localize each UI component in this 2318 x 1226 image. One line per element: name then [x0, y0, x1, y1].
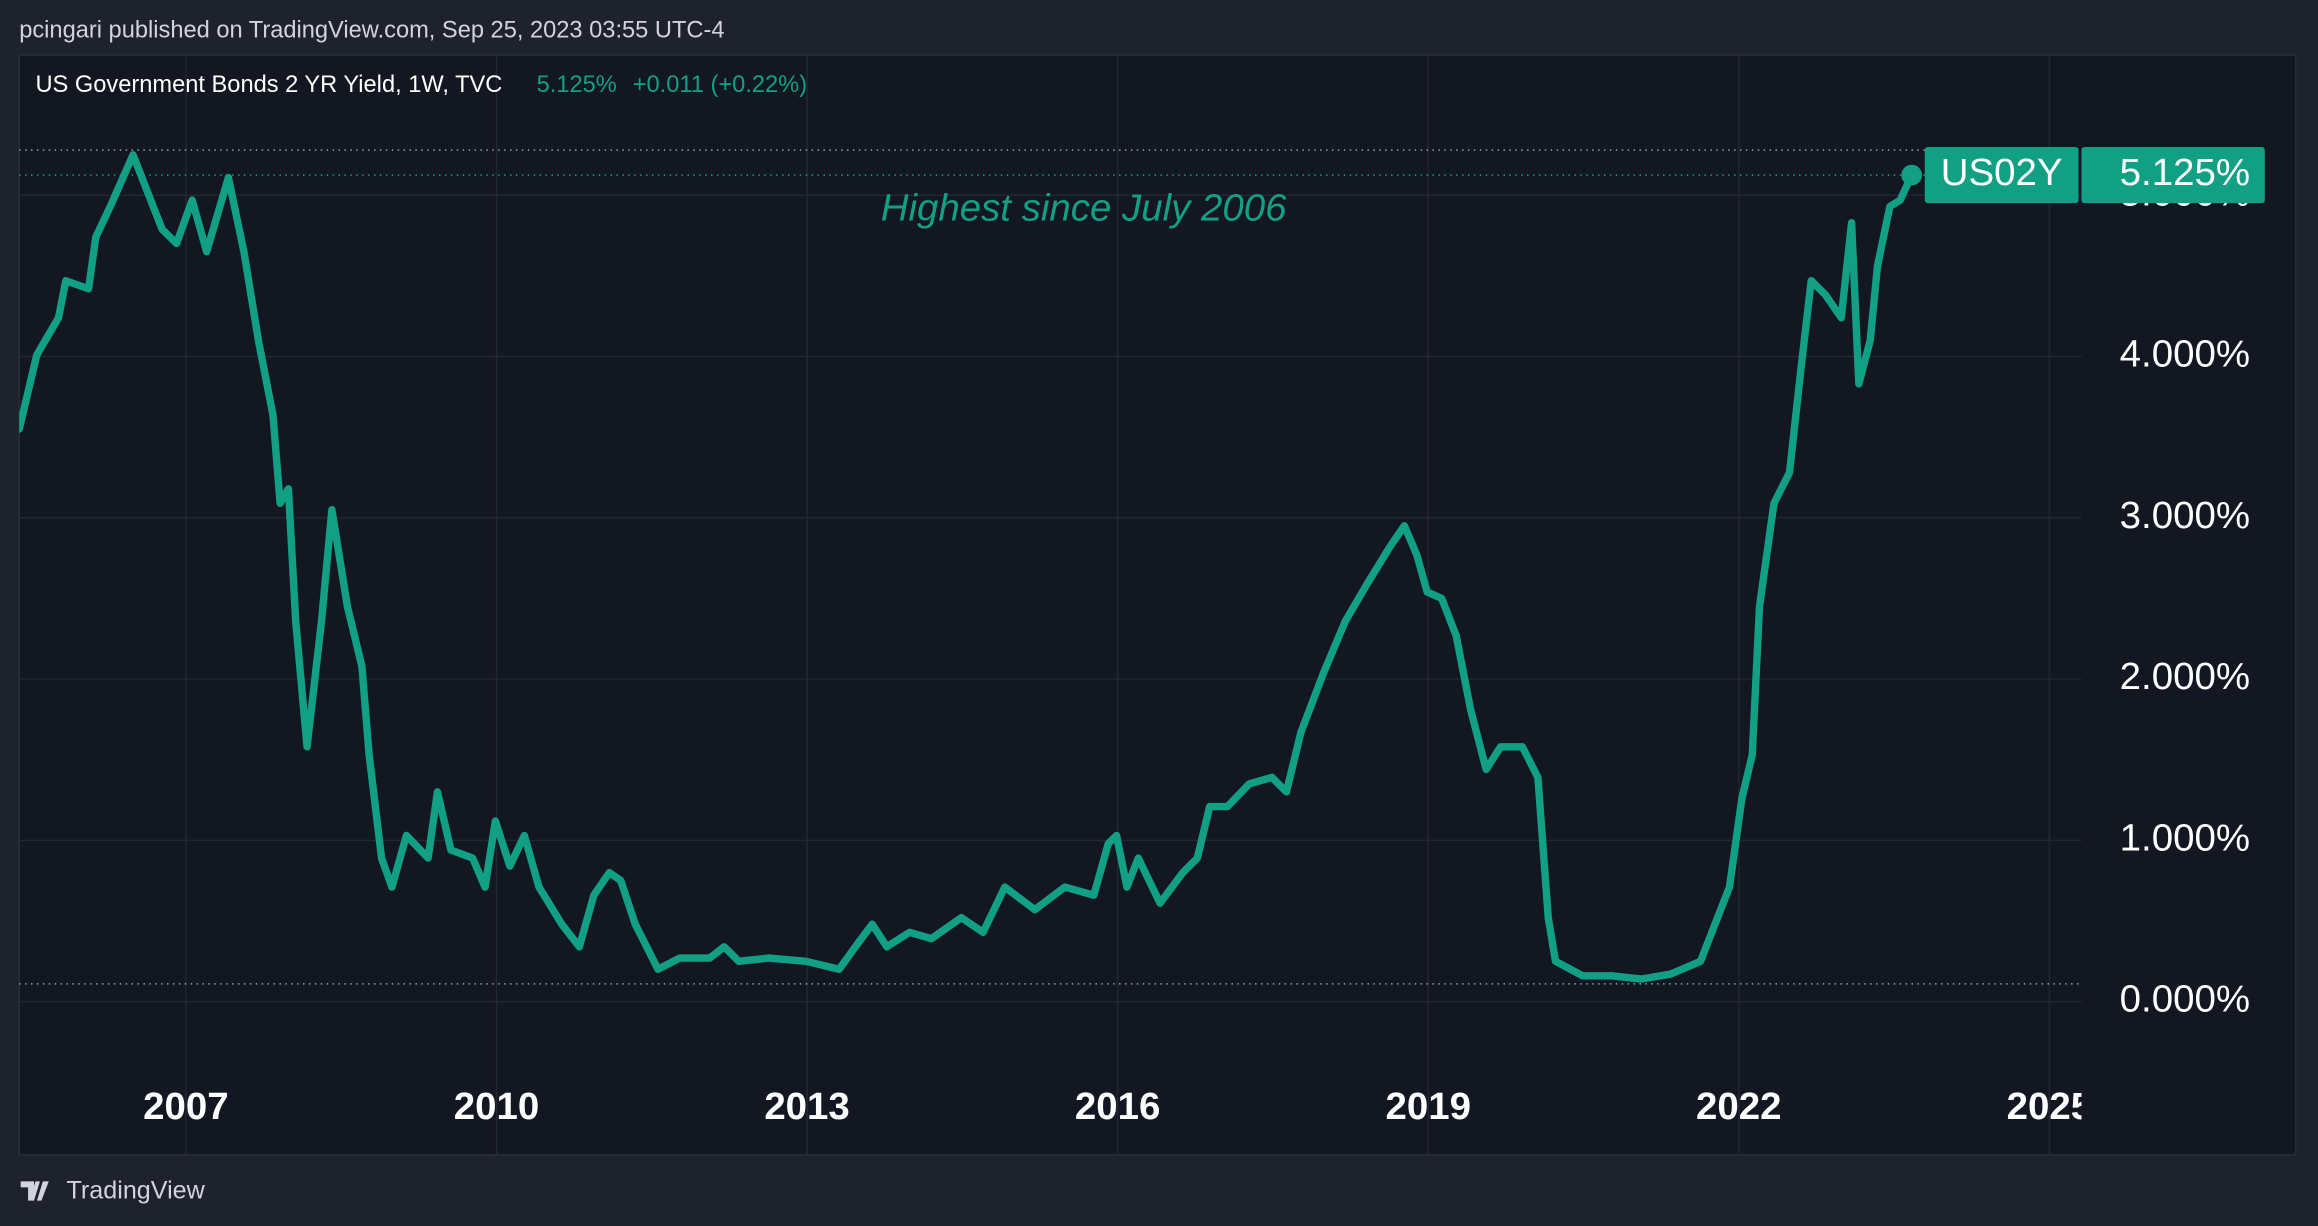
price-label-symbol-box: [1924, 146, 2079, 204]
annotation: Highest since July 2006: [881, 186, 1287, 229]
last-point: [1901, 164, 1923, 186]
axes: 0.000%1.000%2.000%3.000%4.000%5.000%2007…: [143, 171, 2250, 1128]
plot: [19, 149, 2082, 985]
price-label-value: 5.125%: [2120, 151, 2250, 194]
y-tick-label: 2.000%: [2120, 655, 2250, 698]
footer-brand: TradingView: [67, 1176, 206, 1204]
chart-pane: [18, 54, 2297, 1156]
series-line: [19, 151, 1916, 983]
legend-price: 5.125%: [537, 72, 617, 98]
x-tick-label: 2025: [2007, 1085, 2092, 1128]
price-label: US02Y 5.125%: [1924, 146, 2265, 204]
y-tick-label: 3.000%: [2120, 494, 2250, 537]
footer-logo: [20, 1181, 49, 1201]
legend-change: +0.011 (+0.22%): [633, 72, 807, 98]
x-tick-label: 2022: [1696, 1085, 1781, 1128]
price-label-symbol: US02Y: [1941, 151, 2063, 194]
x-tick-label: 2007: [143, 1085, 228, 1128]
y-tick-label: 1.000%: [2120, 816, 2250, 859]
x-tick-label: 2019: [1385, 1085, 1470, 1128]
x-tick-label: 2016: [1075, 1085, 1160, 1128]
price-label-value-box: [2081, 146, 2265, 204]
x-tick-label: 2013: [764, 1085, 849, 1128]
header: pcingari published on TradingView.com, S…: [19, 18, 724, 44]
x-tick-label: 2010: [454, 1085, 539, 1128]
legend-symbol: US Government Bonds 2 YR Yield, 1W, TVC: [35, 72, 502, 98]
y-tick-label: 4.000%: [2120, 333, 2250, 376]
grid: [19, 54, 2082, 1155]
logo-icon: [20, 1181, 49, 1201]
x-axis: 2007 2010 2013 2016 2019 2022 2025: [143, 1085, 2092, 1128]
y-tick-label: 0.000%: [2120, 978, 2250, 1021]
